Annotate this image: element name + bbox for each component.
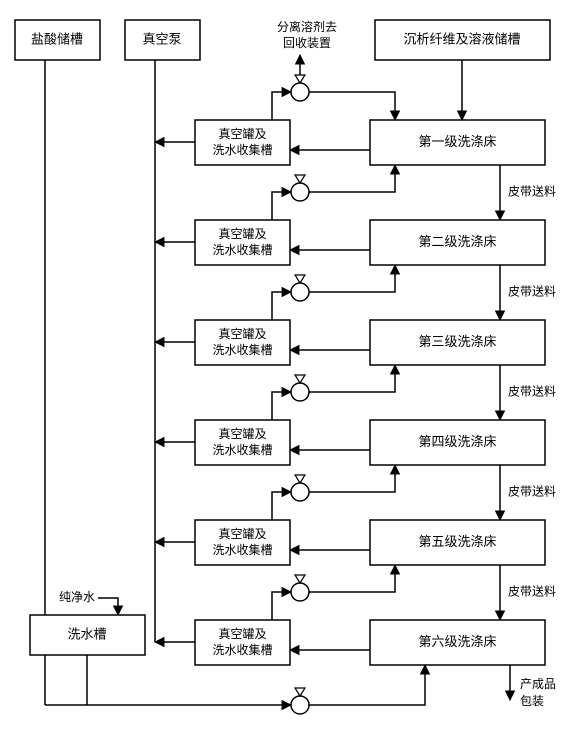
vtank-l2-1: 洗水收集槽 <box>212 142 272 157</box>
pump-stage-4-top <box>295 375 305 383</box>
vtank-l2-5: 洗水收集槽 <box>212 542 272 557</box>
vtank-l2-6: 洗水收集槽 <box>212 642 272 657</box>
pump-stage-4 <box>291 383 309 401</box>
pump-stage-3 <box>291 283 309 301</box>
pump-to-wash6 <box>309 665 425 705</box>
belt-label-5: 皮带送料 <box>508 584 556 599</box>
wash-label-6: 第六级洗涤床 <box>418 634 496 649</box>
pump3-to-wash2 <box>309 265 395 292</box>
vtank-l2-3: 洗水收集槽 <box>212 342 272 357</box>
pump6-to-wash5 <box>309 565 395 592</box>
vtank-l1-1: 真空罐及 <box>218 127 266 141</box>
belt-label-2: 皮带送料 <box>508 284 556 299</box>
pump-stage-6 <box>291 583 309 601</box>
bottom-pump-top <box>295 688 305 696</box>
wash-tank-label: 洗水槽 <box>67 626 106 641</box>
solvent-rec-2: 回收装置 <box>283 36 331 50</box>
bottom-pump <box>291 696 309 714</box>
product-label-1: 产成品 <box>520 677 556 691</box>
pump-stage-2 <box>291 183 309 201</box>
wash-label-1: 第一级洗涤床 <box>418 134 496 149</box>
product-label-2: 包装 <box>520 694 544 708</box>
wash-label-4: 第四级洗涤床 <box>418 434 496 449</box>
wash-label-2: 第二级洗涤床 <box>418 234 496 249</box>
vtank-to-pump-6 <box>272 592 291 620</box>
pump-stage-5-top <box>295 475 305 483</box>
acid-tank-label: 盐酸储槽 <box>31 31 83 46</box>
solvent-rec-1: 分离溶剂去 <box>277 19 337 34</box>
vtank-l2-2: 洗水收集槽 <box>212 242 272 257</box>
vtank-l1-4: 真空罐及 <box>218 427 266 441</box>
pump-stage-3-top <box>295 275 305 283</box>
pump2-to-wash1 <box>309 165 395 192</box>
pump1-to-wash1 <box>309 92 395 120</box>
vtank-to-pump-5 <box>272 492 291 520</box>
vtank-to-pump-2 <box>272 192 291 220</box>
vtank-l1-6: 真空罐及 <box>218 627 266 641</box>
fiber-tank-label: 沉析纤维及溶液储槽 <box>403 31 520 46</box>
pump-stage-5 <box>291 483 309 501</box>
vtank-l1-3: 真空罐及 <box>218 327 266 341</box>
pump-stage-6-top <box>295 575 305 583</box>
wash-label-3: 第三级洗涤床 <box>418 334 496 349</box>
vtank-to-pump-3 <box>272 292 291 320</box>
pump-stage-1 <box>291 83 309 101</box>
belt-label-3: 皮带送料 <box>508 384 556 399</box>
pure-water-label: 纯净水 <box>59 590 95 604</box>
vacuum-pump-label: 真空泵 <box>142 31 181 46</box>
pure-water-in <box>98 598 118 615</box>
vtank-l1-2: 真空罐及 <box>218 227 266 241</box>
pump5-to-wash4 <box>309 465 395 492</box>
pump-stage-2-top <box>295 175 305 183</box>
belt-label-4: 皮带送料 <box>508 484 556 499</box>
wash-label-5: 第五级洗涤床 <box>418 534 496 549</box>
pump4-to-wash3 <box>309 365 395 392</box>
vtank-to-pump-1 <box>272 92 291 120</box>
vtank-l2-4: 洗水收集槽 <box>212 442 272 457</box>
vtank-l1-5: 真空罐及 <box>218 527 266 541</box>
belt-label-1: 皮带送料 <box>508 184 556 199</box>
vtank-to-pump-4 <box>272 392 291 420</box>
pump-stage-1-top <box>295 75 305 83</box>
